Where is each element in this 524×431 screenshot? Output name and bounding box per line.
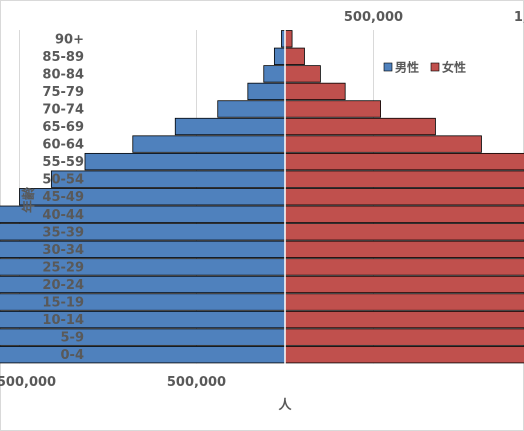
male-bar-60-64 [132,135,286,153]
category-label: 70-74 [42,102,84,117]
category-label: 45-49 [42,190,84,205]
male-bar-85-89 [273,47,286,65]
category-label: 0-4 [61,348,85,363]
male-bar-50-54 [50,170,286,188]
category-label: 80-84 [42,67,84,82]
x-axis-title: 人 [278,397,292,413]
female-bar-15-19 [284,293,524,311]
top-tick-label: 500,000 [344,10,403,25]
category-label: 25-29 [42,260,84,275]
category-label: 85-89 [42,50,84,65]
female-bar-10-14 [284,310,524,329]
female-legend-label: 女性 [442,60,466,75]
male-bar-5-9 [0,328,286,346]
female-bar-90+ [284,30,293,48]
female-bar-25-29 [284,258,524,276]
female-bar-0-4 [284,346,524,364]
category-label: 5-9 [61,331,85,346]
category-label: 35-39 [42,225,84,240]
male-legend-swatch [383,62,393,72]
female-bar-50-54 [284,170,524,188]
female-bar-65-69 [284,117,436,136]
category-label: 15-19 [42,296,84,311]
male-legend-label: 男性 [395,60,419,75]
female-bar-55-59 [284,152,524,171]
top-tick-label: 1,500,000 [514,10,524,25]
category-label: 40-44 [42,208,84,223]
female-bar-5-9 [284,328,524,346]
category-label: 60-64 [42,138,84,153]
female-bar-45-49 [284,188,524,206]
female-bar-70-74 [284,100,381,118]
male-bar-55-59 [84,152,286,171]
bottom-tick-label: 1,500,000 [0,375,56,390]
female-bar-75-79 [284,82,346,101]
category-label: 65-69 [42,120,84,135]
male-bar-65-69 [174,117,286,136]
female-bar-60-64 [284,135,482,153]
category-label: 55-59 [42,155,84,170]
female-bar-40-44 [284,205,524,223]
female-bar-35-39 [284,223,524,241]
bottom-tick-label: 500,000 [167,375,226,390]
category-label: 20-24 [42,278,84,293]
y-axis-title: 年齢 [21,186,37,213]
female-bar-80-84 [284,65,321,83]
category-label: 75-79 [42,85,84,100]
female-legend-swatch [430,62,440,72]
category-label: 10-14 [42,313,84,328]
male-bar-70-74 [217,100,286,118]
female-bar-30-34 [284,240,524,259]
category-label: 90+ [55,32,84,47]
female-bar-20-24 [284,275,524,294]
male-bar-0-4 [0,346,286,364]
male-bar-75-79 [247,82,286,101]
category-label: 30-34 [42,243,84,258]
male-bar-80-84 [263,65,286,83]
female-bar-85-89 [284,47,305,65]
category-label: 50-54 [42,173,84,188]
